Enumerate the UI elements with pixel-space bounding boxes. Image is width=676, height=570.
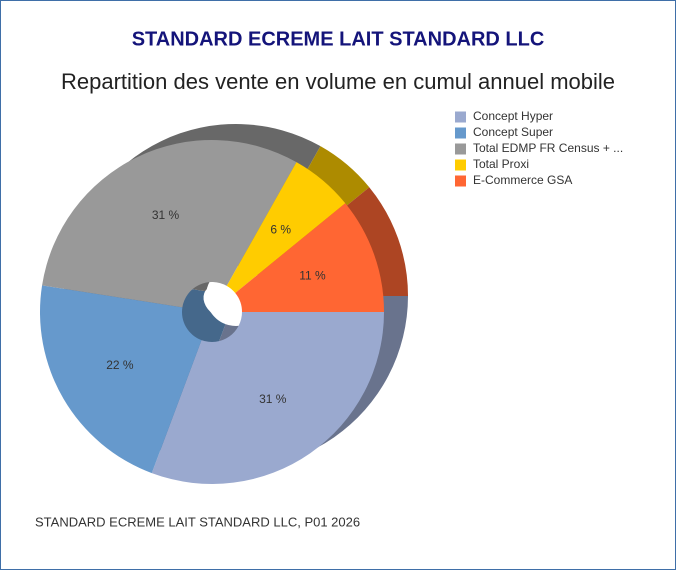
legend-label: Total Proxi (473, 157, 529, 171)
legend-swatch (455, 111, 466, 123)
legend-swatch (455, 159, 466, 171)
legend-label: E-Commerce GSA (473, 173, 572, 187)
slice (235, 203, 384, 312)
data-label: 22 % (106, 358, 134, 372)
legend-swatch (455, 175, 466, 187)
slice (42, 140, 297, 308)
legend-swatch (455, 127, 466, 139)
data-label: 31 % (152, 208, 180, 222)
slice (151, 312, 384, 485)
data-label: 11 % (299, 268, 326, 282)
legend-label: Concept Super (473, 125, 553, 139)
chart-title: STANDARD ECREME LAIT STANDARD LLC (132, 28, 545, 50)
slice (226, 162, 346, 294)
legend-swatch (455, 143, 466, 155)
slice (40, 285, 202, 474)
data-label: 6 % (270, 223, 291, 237)
footer: STANDARD ECREME LAIT STANDARD LLC, P01 2… (35, 514, 360, 529)
data-label: 31 % (259, 392, 287, 406)
legend-label: Total EDMP FR Census + ... (473, 141, 623, 155)
chart-subtitle: Repartition des vente en volume en cumul… (61, 69, 615, 94)
hole (203, 285, 241, 319)
legend-label: Concept Hyper (473, 109, 553, 123)
